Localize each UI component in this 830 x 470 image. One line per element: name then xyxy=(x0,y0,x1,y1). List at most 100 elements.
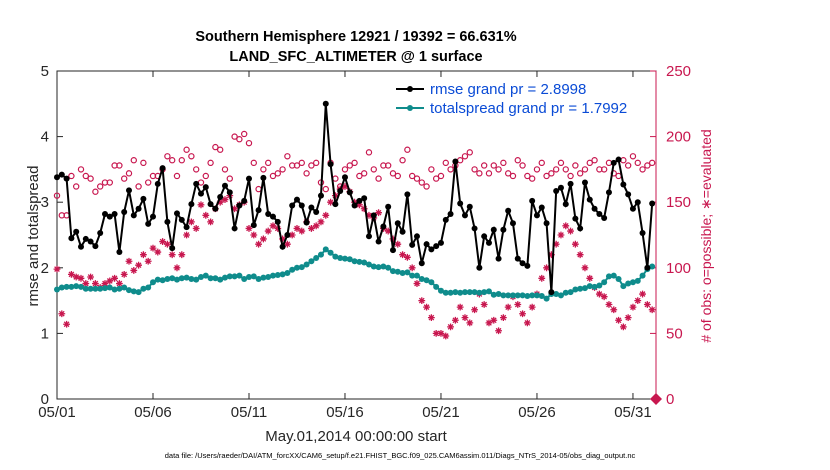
rmse-point xyxy=(639,230,646,237)
totalspread-point xyxy=(308,258,315,265)
rmse-point xyxy=(212,205,219,212)
x-tick-label: 05/21 xyxy=(422,404,460,421)
totalspread-point xyxy=(361,259,368,266)
totalspread-point xyxy=(63,283,70,290)
rmse-point xyxy=(101,211,108,218)
obs-evaluated-point xyxy=(183,231,190,239)
obs-evaluated-point xyxy=(327,198,334,206)
obs-evaluated-point xyxy=(514,301,522,308)
obs-possible-point xyxy=(432,175,440,182)
rmse-point xyxy=(313,209,320,216)
obs-evaluated-point xyxy=(466,319,474,327)
obs-evaluated-point xyxy=(159,238,166,245)
totalspread-point xyxy=(639,272,646,279)
totalspread-point xyxy=(265,273,272,280)
rmse-point xyxy=(188,201,195,208)
rmse-point xyxy=(130,212,137,219)
rmse-point xyxy=(298,202,305,209)
obs-evaluated-point xyxy=(365,211,373,219)
rmse-point xyxy=(183,224,190,231)
rmse-point xyxy=(269,213,276,220)
obs-evaluated-point xyxy=(586,274,594,282)
totalspread-point xyxy=(591,283,598,290)
rmse-point xyxy=(620,181,627,188)
obs-possible-point xyxy=(437,172,445,180)
totalspread-point xyxy=(461,289,468,296)
rmse-point xyxy=(341,174,348,181)
y-tick-label-right: 0 xyxy=(666,391,674,408)
obs-evaluated-point xyxy=(389,235,397,243)
y-axis-label-right: # of obs: o=possible; ∗=evaluated xyxy=(698,129,714,342)
obs-evaluated-point xyxy=(298,227,306,235)
obs-possible-point xyxy=(322,185,329,193)
obs-evaluated-point xyxy=(125,257,133,265)
rmse-point xyxy=(581,179,588,186)
obs-possible-point xyxy=(269,172,277,180)
obs-possible-point xyxy=(96,183,104,190)
obs-possible-point xyxy=(389,170,397,177)
obs-possible-point xyxy=(404,146,411,153)
obs-evaluated-point xyxy=(495,327,502,335)
totalspread-point xyxy=(116,285,123,292)
rmse-point xyxy=(596,211,603,218)
totalspread-point xyxy=(73,283,80,290)
totalspread-point xyxy=(188,275,195,282)
obs-evaluated-point xyxy=(648,306,656,314)
totalspread-point xyxy=(231,273,238,280)
rmse-point xyxy=(68,235,75,242)
x-tick-label: 05/06 xyxy=(134,404,172,421)
obs-evaluated-point xyxy=(523,319,531,327)
obs-possible-point xyxy=(298,159,305,167)
obs-possible-point xyxy=(236,136,243,143)
rmse-point xyxy=(495,255,502,262)
legend-totalspread-label: totalspread grand pr = 1.7992 xyxy=(430,100,627,117)
obs-evaluated-point xyxy=(408,264,416,272)
obs-evaluated-point xyxy=(576,251,584,259)
obs-evaluated-point xyxy=(197,201,205,209)
rmse-point xyxy=(293,196,300,203)
obs-evaluated-point xyxy=(250,231,258,239)
rmse-point xyxy=(308,204,315,211)
obs-possible-point xyxy=(120,175,128,182)
obs-possible-point xyxy=(634,159,641,167)
obs-evaluated-point xyxy=(149,244,157,252)
totalspread-point xyxy=(389,268,396,275)
rmse-point xyxy=(572,215,579,222)
totalspread-point xyxy=(92,285,99,292)
obs-possible-point xyxy=(226,175,233,182)
obs-evaluated-point xyxy=(351,198,358,206)
obs-evaluated-point xyxy=(451,316,459,324)
obs-possible-point xyxy=(135,183,142,190)
rmse-point xyxy=(418,260,425,267)
rmse-point xyxy=(389,247,396,254)
obs-evaluated-point xyxy=(144,257,152,265)
totalspread-point xyxy=(82,285,89,292)
rmse-point xyxy=(533,212,540,219)
totalspread-point xyxy=(149,279,156,286)
rmse-point xyxy=(82,235,89,242)
obs-evaluated-point xyxy=(245,225,253,232)
rmse-point xyxy=(231,225,238,232)
obs-possible-point xyxy=(87,175,94,182)
rmse-point xyxy=(543,220,550,227)
obs-possible-point xyxy=(216,146,224,153)
obs-possible-point xyxy=(576,170,584,177)
obs-evaluated-point xyxy=(571,240,579,248)
y-tick-label-right: 100 xyxy=(666,260,691,277)
rmse-point xyxy=(145,220,152,227)
y-tick-label-right: 150 xyxy=(666,194,691,211)
totalspread-point xyxy=(524,293,531,300)
y-axis-label-left: rmse and totalspread xyxy=(25,166,42,307)
totalspread-point xyxy=(380,263,387,270)
obs-possible-point xyxy=(207,159,214,167)
obs-evaluated-point xyxy=(154,248,162,256)
obs-evaluated-point xyxy=(528,303,536,311)
totalspread-point xyxy=(135,289,142,296)
rmse-point xyxy=(447,211,454,218)
obs-evaluated-point xyxy=(322,211,330,219)
rmse-point xyxy=(217,193,224,200)
totalspread-point xyxy=(375,264,382,271)
totalspread-point xyxy=(615,275,622,282)
rmse-point xyxy=(250,222,257,229)
totalspread-point xyxy=(327,249,334,256)
